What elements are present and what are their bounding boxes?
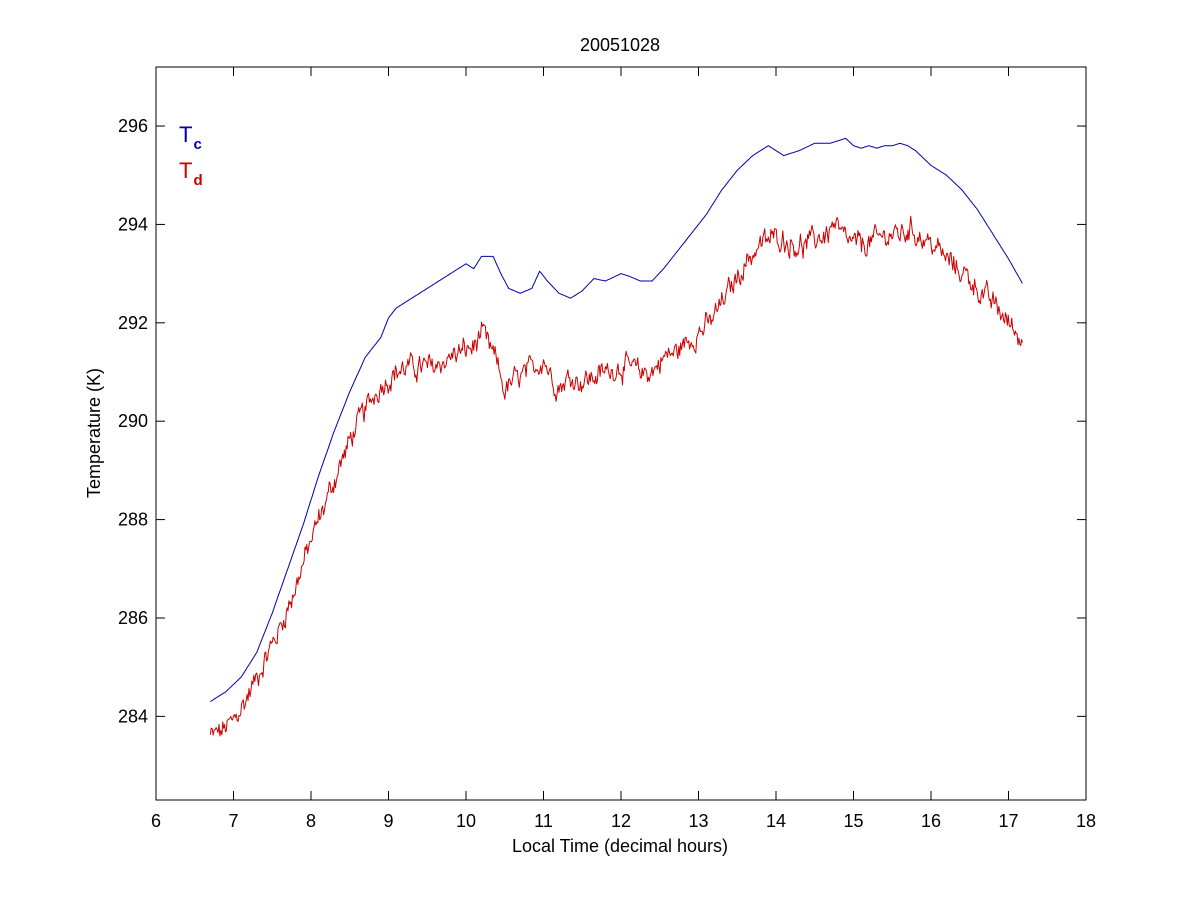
y-tick-label: 288 [118,510,148,530]
x-tick-label: 15 [843,811,863,831]
x-tick-label: 6 [151,811,161,831]
x-tick-label: 16 [921,811,941,831]
series-line-tc [210,137,1023,703]
legend: Tc Td [179,122,203,189]
x-tick-label: 12 [611,811,631,831]
x-tick-label: 13 [688,811,708,831]
y-tick-label: 286 [118,608,148,628]
legend-entry-td: Td [179,158,203,189]
y-tick-label: 290 [118,411,148,431]
series-line-td [209,215,1023,737]
legend-entry-tc: Tc [179,122,202,153]
y-tick-label: 294 [118,214,148,234]
y-axis-label: Temperature (K) [84,368,104,498]
y-tick-label: 292 [118,313,148,333]
plot-area: 6 7 8 9 10 11 12 13 14 15 16 17 18 284 286 288 290 292 294… [118,66,1096,831]
x-tick-label: 7 [228,811,238,831]
x-tick-label: 9 [383,811,393,831]
x-tick-label: 8 [306,811,316,831]
y-tick-label: 296 [118,116,148,136]
x-tick-label: 14 [766,811,786,831]
x-tick-label: 11 [534,811,553,831]
x-tick-label: 17 [998,811,1018,831]
x-axis-label: Local Time (decimal hours) [512,836,728,856]
y-tick-label: 284 [118,706,148,726]
x-tick-label: 18 [1076,811,1096,831]
chart-title: 20051028 [580,35,660,55]
x-tick-label: 10 [456,811,476,831]
